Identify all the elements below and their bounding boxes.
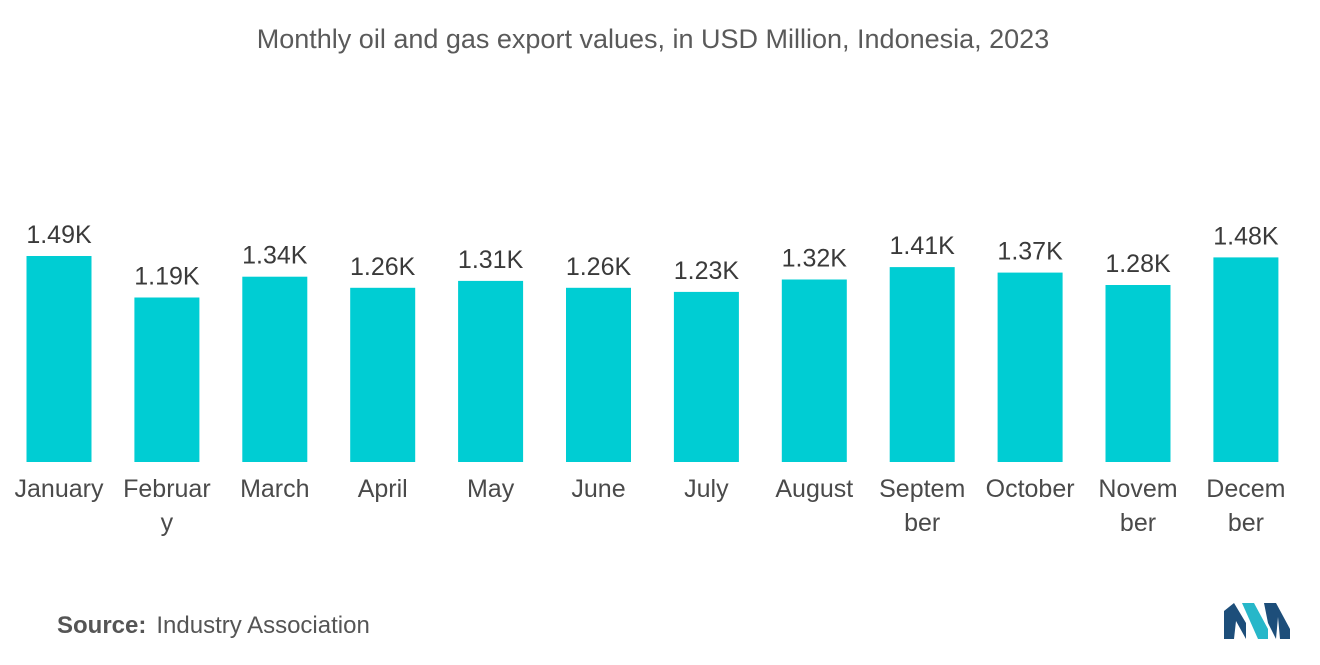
bar-september xyxy=(889,267,955,462)
x-tick-label-november: Novem ber xyxy=(1098,475,1177,537)
bar-january xyxy=(26,256,92,462)
x-tick-label-january: January xyxy=(15,475,104,503)
data-label-june: 1.26K xyxy=(566,253,632,281)
x-tick-label-september: Septem ber xyxy=(879,475,965,537)
x-tick-label-june: June xyxy=(571,475,625,503)
bars-group xyxy=(26,256,1279,462)
data-label-january: 1.49K xyxy=(26,221,92,249)
bar-november xyxy=(1105,285,1171,462)
data-label-april: 1.26K xyxy=(350,253,416,281)
bar-february xyxy=(134,297,200,462)
chart-title: Monthly oil and gas export values, in US… xyxy=(256,24,1050,54)
data-label-march: 1.34K xyxy=(242,242,308,270)
data-label-october: 1.37K xyxy=(997,238,1063,266)
x-tick-label-may: May xyxy=(467,475,515,503)
bar-october xyxy=(997,272,1063,462)
data-label-august: 1.32K xyxy=(782,245,848,273)
x-tick-label-october: October xyxy=(986,475,1075,503)
category-labels-group: January Februar y March April May June July Augu… xyxy=(15,475,1286,537)
data-label-december: 1.48K xyxy=(1213,222,1279,250)
x-tick-label-july: July xyxy=(684,475,729,503)
source-text: Industry Association xyxy=(156,612,370,639)
brand-logo-icon xyxy=(1224,603,1290,639)
bar-december xyxy=(1213,257,1279,462)
source-note: Source: Industry Association xyxy=(57,612,370,640)
bar-july xyxy=(673,291,739,462)
x-tick-label-december: Decem ber xyxy=(1206,475,1285,537)
bar-april xyxy=(350,287,416,462)
bar-june xyxy=(566,287,631,462)
bar-august xyxy=(781,279,847,462)
data-label-february: 1.19K xyxy=(134,263,200,291)
value-labels-group: 1.49K 1.19K 1.34K 1.26K 1.31K 1.26K 1.23K 1.32K… xyxy=(26,221,1279,291)
data-label-july: 1.23K xyxy=(674,257,740,285)
source-label: Source: xyxy=(57,612,147,639)
data-label-may: 1.31K xyxy=(458,246,524,274)
bar-march xyxy=(242,276,308,462)
x-tick-label-february: Februar y xyxy=(123,475,211,537)
x-tick-label-august: August xyxy=(775,475,853,503)
data-label-september: 1.41K xyxy=(890,232,956,260)
x-tick-label-april: April xyxy=(358,475,408,503)
x-tick-label-march: March xyxy=(240,475,309,503)
bar-may xyxy=(458,280,524,462)
data-label-november: 1.28K xyxy=(1105,250,1171,278)
